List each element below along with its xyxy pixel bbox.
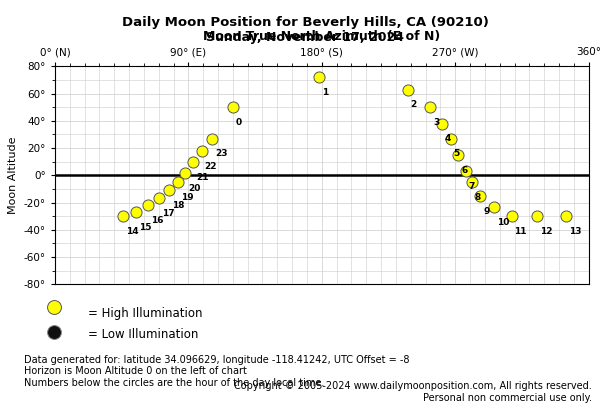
Text: Sunday, November 17, 2024: Sunday, November 17, 2024 <box>206 31 404 44</box>
Text: 4: 4 <box>445 134 451 144</box>
Text: 10: 10 <box>497 217 509 227</box>
Text: Data generated for: latitude 34.096629, longitude -118.41242, UTC Offset = -8: Data generated for: latitude 34.096629, … <box>24 355 410 365</box>
Text: 19: 19 <box>181 193 193 202</box>
Text: 23: 23 <box>215 149 228 159</box>
Text: 5: 5 <box>454 149 460 159</box>
Text: 2: 2 <box>411 100 417 110</box>
Text: 11: 11 <box>514 227 527 236</box>
Text: = High Illumination: = High Illumination <box>88 307 203 320</box>
Text: 18: 18 <box>172 201 185 210</box>
Text: 17: 17 <box>162 210 174 218</box>
Text: 1: 1 <box>322 88 328 97</box>
Text: Copyright © 2005-2024 www.dailymoonposition.com, All rights reserved.: Copyright © 2005-2024 www.dailymoonposit… <box>234 381 592 391</box>
Text: 0: 0 <box>236 118 242 127</box>
Text: 9: 9 <box>483 207 490 216</box>
Text: 21: 21 <box>196 173 208 182</box>
Text: 6: 6 <box>461 166 467 175</box>
Text: 22: 22 <box>204 162 217 171</box>
Text: 20: 20 <box>188 183 201 193</box>
Text: 12: 12 <box>540 227 552 236</box>
Text: 3: 3 <box>433 118 439 127</box>
Text: 8: 8 <box>475 193 481 202</box>
Text: 15: 15 <box>140 223 152 232</box>
Text: 14: 14 <box>126 227 138 236</box>
Text: Numbers below the circles are the hour of the day local time.: Numbers below the circles are the hour o… <box>24 378 325 388</box>
Text: Personal non commercial use only.: Personal non commercial use only. <box>423 393 592 403</box>
Text: 7: 7 <box>468 182 475 191</box>
Text: Horizon is Moon Altitude 0 on the left of chart: Horizon is Moon Altitude 0 on the left o… <box>24 366 247 376</box>
X-axis label: Moon True North Azimuth (E of N): Moon True North Azimuth (E of N) <box>203 30 440 44</box>
Text: = Low Illumination: = Low Illumination <box>88 327 199 341</box>
Text: Daily Moon Position for Beverly Hills, CA (90210): Daily Moon Position for Beverly Hills, C… <box>121 16 489 29</box>
Y-axis label: Moon Altitude: Moon Altitude <box>8 137 18 214</box>
Text: 16: 16 <box>151 216 163 225</box>
Text: 13: 13 <box>569 227 582 236</box>
